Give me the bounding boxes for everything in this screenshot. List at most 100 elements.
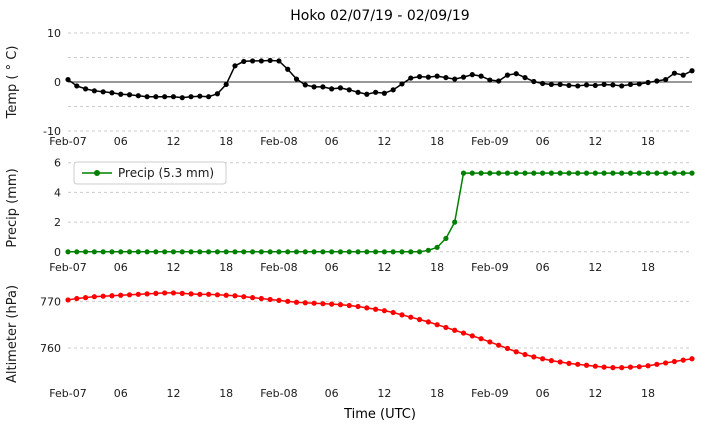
temp-point: [329, 86, 335, 92]
precip-point: [329, 249, 335, 255]
y-tick-label: 10: [47, 28, 61, 40]
temp-point: [408, 75, 414, 81]
x-tick-label: 06: [536, 261, 550, 274]
precip-point: [258, 249, 264, 255]
x-tick-label: 12: [166, 387, 180, 400]
altimeter-point: [65, 297, 71, 303]
temp-point: [223, 81, 229, 88]
temp-point: [74, 83, 80, 89]
x-tick-label: 06: [536, 387, 550, 400]
altimeter-point: [452, 327, 458, 333]
y-axis-title: Temp ( ° C): [5, 46, 20, 120]
altimeter-point: [206, 291, 212, 297]
altimeter-point: [583, 362, 590, 368]
precip-point: [425, 247, 431, 253]
temp-point: [557, 81, 563, 88]
x-tick-label: 18: [641, 261, 655, 274]
x-tick-label: 12: [588, 387, 602, 400]
altimeter-point: [531, 354, 537, 360]
x-tick-label: Feb-07: [49, 135, 86, 148]
precip-point: [671, 170, 678, 176]
altimeter-point: [320, 301, 326, 307]
temp-point: [627, 81, 634, 88]
altimeter-point: [627, 364, 634, 370]
precip-point: [364, 249, 370, 255]
altimeter-point: [223, 292, 229, 298]
precip-point: [162, 249, 168, 255]
altimeter-point: [504, 345, 511, 352]
temp-point: [452, 76, 458, 82]
precip-point: [135, 249, 141, 255]
x-tick-label: Feb-09: [471, 261, 508, 274]
y-axis-title: Precip (mm): [5, 168, 20, 247]
precip-point: [267, 249, 273, 255]
altimeter-line: [67, 292, 693, 369]
temp-point: [531, 78, 537, 85]
temp-point: [592, 82, 598, 89]
y-tick-label: 760: [40, 342, 61, 355]
altimeter-point: [557, 359, 563, 365]
altimeter-point: [241, 294, 247, 300]
x-tick-label: 12: [166, 261, 180, 274]
temp-point: [311, 84, 317, 90]
temp-point: [285, 66, 291, 72]
x-tick-label: 18: [219, 135, 233, 148]
altimeter-point: [118, 292, 124, 298]
precip-point: [118, 249, 124, 255]
altimeter-point: [162, 290, 168, 296]
altimeter-point: [346, 302, 352, 309]
x-tick-label: 06: [325, 261, 339, 274]
precip-point: [513, 170, 519, 176]
precip-point: [390, 249, 396, 255]
x-tick-label: 18: [430, 387, 444, 400]
altimeter-point: [144, 291, 150, 297]
x-tick-label: 18: [430, 261, 444, 274]
precip-point: [293, 249, 300, 255]
temp-point: [91, 88, 97, 94]
x-tick-label: 12: [588, 135, 602, 148]
temp-point: [583, 82, 590, 88]
x-tick-label: Feb-08: [260, 387, 297, 400]
temp-point: [636, 81, 642, 87]
altimeter-point: [636, 364, 642, 370]
precip-point: [416, 249, 423, 255]
precip-point: [302, 249, 308, 255]
temp-point: [100, 89, 106, 95]
chart-title: Hoko 02/07/19 - 02/09/19: [290, 8, 470, 24]
altimeter-point: [170, 290, 177, 296]
precip-point: [619, 170, 625, 176]
altimeter-point: [390, 309, 396, 316]
precip-subplot: 0 2 4 6 Feb-07 06 12 18 Feb-08 06 12 18 Feb-09 06 12 18…: [5, 157, 695, 274]
temp-point: [680, 72, 686, 78]
temp-point: [663, 76, 669, 83]
temp-point: [478, 73, 484, 79]
altimeter-point: [329, 301, 335, 307]
temp-point: [487, 77, 493, 83]
precip-point: [241, 249, 247, 255]
precip-point: [408, 249, 414, 255]
temp-point: [645, 79, 651, 86]
precip-point: [478, 170, 484, 176]
altimeter-point: [355, 303, 361, 310]
temp-point: [126, 92, 133, 98]
altimeter-point: [74, 295, 80, 302]
temp-point: [373, 89, 379, 95]
temp-point: [135, 93, 141, 99]
precip-point: [276, 249, 282, 255]
altimeter-point: [443, 324, 449, 331]
precip-point: [460, 170, 467, 176]
precip-point: [100, 249, 106, 255]
temp-point: [434, 73, 440, 79]
precip-point: [214, 249, 221, 255]
x-tick-label: 12: [588, 261, 602, 274]
precip-point: [381, 249, 387, 255]
altimeter-point: [91, 294, 97, 300]
temp-point: [276, 58, 282, 64]
temp-point: [399, 81, 405, 87]
y-axis-title: Altimeter (hPa): [5, 285, 20, 383]
temp-point: [460, 74, 467, 80]
altimeter-point: [425, 319, 431, 325]
x-tick-label: 06: [114, 261, 128, 274]
altimeter-point: [82, 295, 89, 301]
altimeter-point: [689, 356, 695, 362]
